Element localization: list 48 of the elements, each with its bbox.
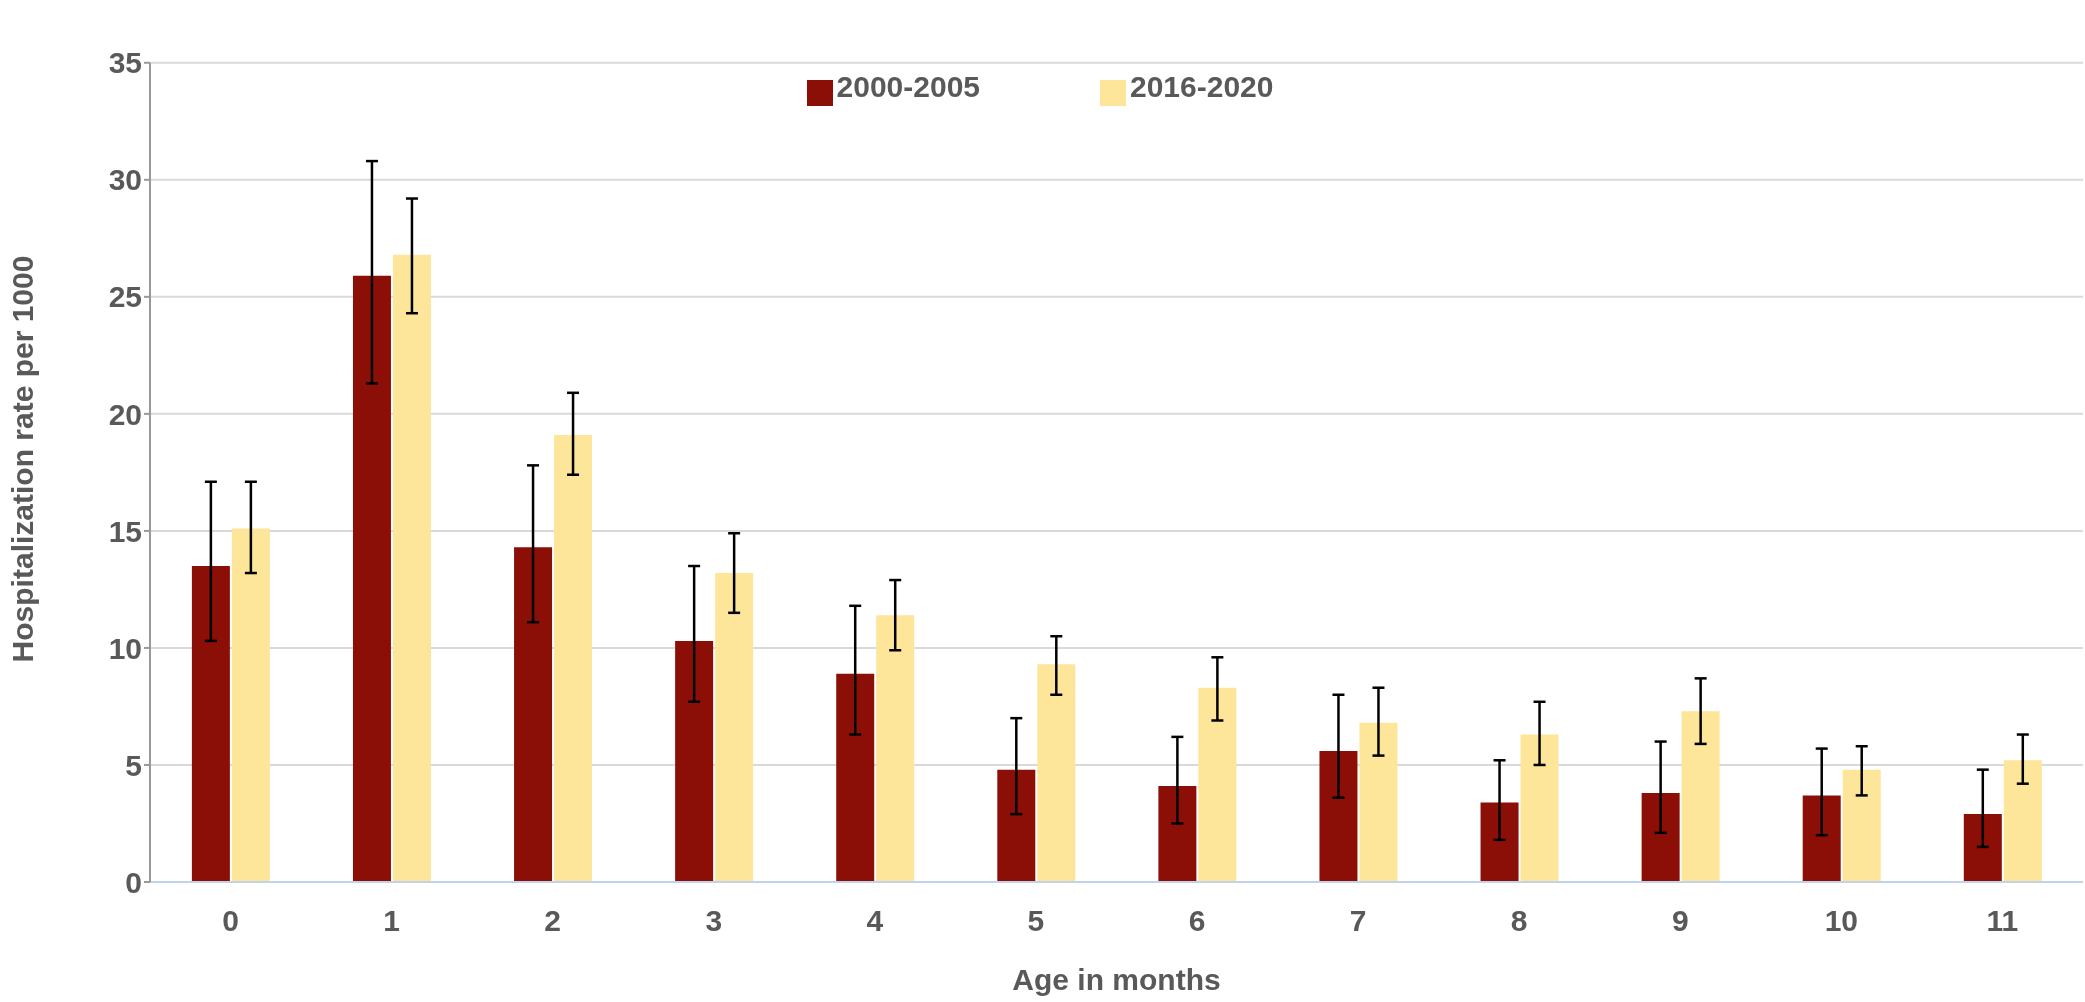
- bar: [1842, 769, 1881, 882]
- x-tick-label: 6: [1188, 904, 1206, 938]
- y-tick-label: 25: [108, 280, 142, 314]
- bar: [1319, 750, 1358, 882]
- x-tick-label: 5: [1027, 904, 1045, 938]
- x-tick-label: 7: [1349, 904, 1367, 938]
- bar: [554, 434, 593, 882]
- y-tick-label: 0: [125, 865, 142, 899]
- y-tick-label: 15: [108, 514, 142, 548]
- bar: [1520, 734, 1559, 882]
- bar: [191, 566, 230, 882]
- bar: [876, 615, 915, 882]
- y-tick-label: 5: [125, 748, 142, 782]
- x-tick-label: 2: [544, 904, 562, 938]
- bar: [1198, 687, 1237, 882]
- y-tick-label: 10: [108, 631, 142, 665]
- bar: [1158, 786, 1197, 882]
- bar: [1802, 795, 1841, 882]
- legend-label: 2016-2020: [1130, 70, 1274, 103]
- bar: [2003, 760, 2042, 882]
- x-tick-label: 0: [222, 904, 239, 938]
- bar: [231, 528, 270, 882]
- x-tick-label: 3: [705, 904, 723, 938]
- bar: [392, 254, 431, 882]
- bar: [836, 673, 875, 882]
- x-tick-label: 4: [866, 904, 884, 938]
- bar: [715, 573, 754, 882]
- x-tick-label: 1: [383, 904, 400, 938]
- x-tick-label: 11: [1986, 904, 2019, 938]
- bar: [514, 547, 553, 882]
- x-tick-label: 9: [1671, 904, 1689, 938]
- y-tick-label: 20: [108, 397, 142, 431]
- bar: [1359, 722, 1398, 882]
- bar: [1963, 814, 2002, 882]
- x-axis-title: Age in months: [1012, 963, 1221, 996]
- bar: [1641, 793, 1680, 882]
- bar: [997, 769, 1036, 882]
- bar: [1480, 802, 1519, 882]
- bar: [1037, 664, 1076, 882]
- bar: [1681, 711, 1720, 882]
- y-axis-title: Hospitalization rate per 1000: [5, 255, 39, 663]
- x-tick-label: 8: [1510, 904, 1528, 938]
- x-tick-label: 10: [1824, 904, 1859, 938]
- bar: [352, 275, 391, 882]
- y-tick-label: 30: [108, 163, 142, 197]
- legend-label: 2000-2005: [836, 70, 980, 103]
- y-tick-label: 35: [108, 46, 142, 80]
- bar: [675, 640, 714, 882]
